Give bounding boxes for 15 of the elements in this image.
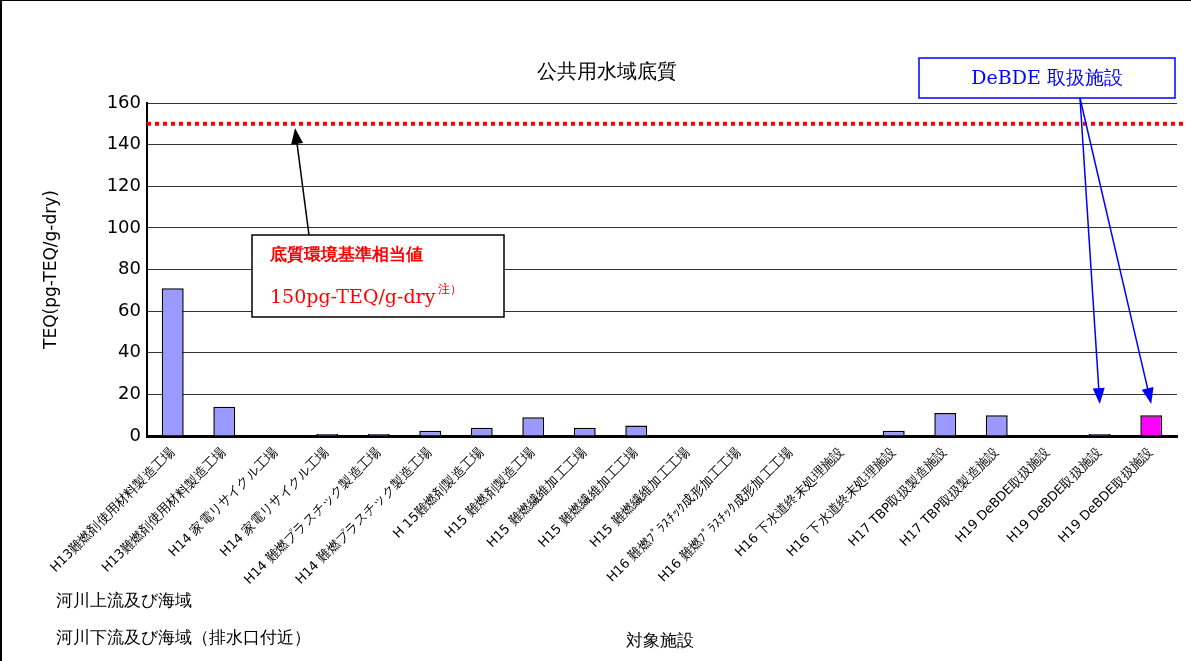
y-tick-label: 60 — [118, 298, 141, 320]
chart-title: 公共用水域底質 — [537, 59, 677, 84]
y-tick-label: 120 — [106, 173, 141, 195]
y-tick-label: 20 — [118, 382, 141, 404]
text: DeBDE 取扱施設 — [971, 65, 1123, 88]
text: 河川上流及び海域 — [56, 590, 192, 611]
y-tick-label: 0 — [129, 423, 141, 445]
y-tick-label: 140 — [106, 132, 141, 154]
x-axis-title: 対象施設 — [626, 630, 694, 651]
y-axis-title: TEQ(pg-TEQ/g-dry) — [39, 190, 60, 350]
y-tick-label: 40 — [118, 340, 141, 362]
y-tick-label: 160 — [106, 90, 141, 112]
y-tick-label: 100 — [106, 215, 141, 237]
text: 河川下流及び海域（排水口付近） — [56, 627, 311, 648]
y-tick-label: 80 — [118, 257, 141, 279]
